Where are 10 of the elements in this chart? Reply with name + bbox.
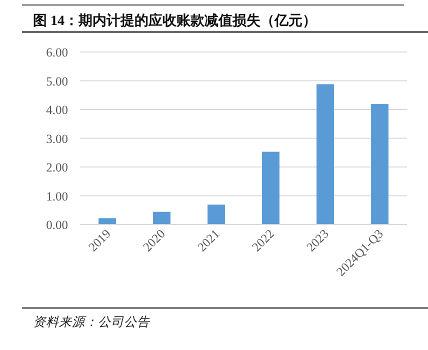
- y-tick-label: 6.00: [46, 46, 68, 60]
- title: 图 14：期内计提的应收账款减值损失（亿元）: [33, 14, 316, 29]
- y-tick-label: 0.00: [46, 218, 68, 232]
- text: 资料来源：公司公告: [33, 315, 151, 329]
- y-tick-label: 1.00: [46, 189, 68, 204]
- y-tick-label: 4.00: [46, 103, 68, 117]
- y-tick-label: 5.00: [46, 74, 68, 88]
- y-tick-label: 3.00: [46, 132, 68, 146]
- x-tick-label: 2021: [194, 226, 222, 254]
- y-tick-label: 2.00: [46, 160, 68, 174]
